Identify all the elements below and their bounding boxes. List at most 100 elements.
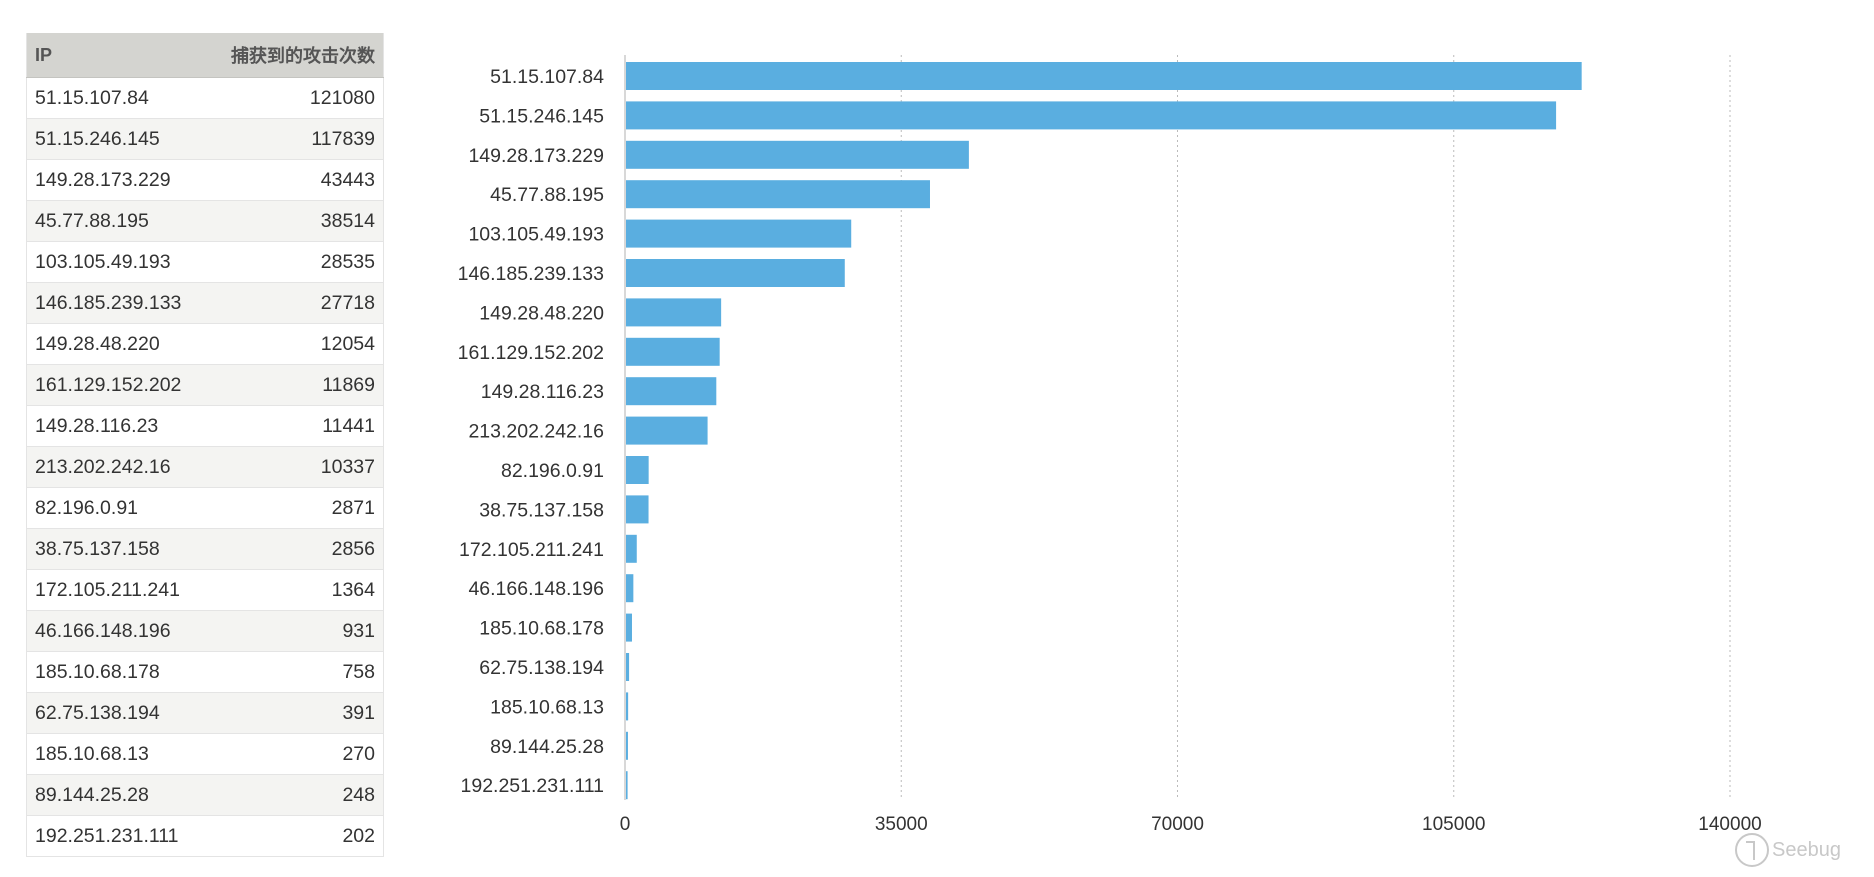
bar (626, 298, 722, 327)
cell-ip: 146.185.239.133 (26, 282, 205, 324)
table-row: 146.185.239.133 27718 (26, 282, 384, 324)
header-attack-count: 捕获到的攻击次数 (205, 33, 384, 78)
category-label: 51.15.246.145 (479, 105, 604, 127)
bar (626, 613, 632, 642)
category-label: 185.10.68.13 (490, 696, 604, 718)
table-row: 149.28.116.23 11441 (26, 405, 384, 447)
cell-ip: 38.75.137.158 (26, 528, 205, 570)
x-tick-label: 70000 (1151, 814, 1204, 835)
category-label: 82.196.0.91 (501, 460, 604, 482)
cell-attack-count: 758 (205, 651, 384, 693)
cell-ip: 51.15.107.84 (26, 77, 205, 119)
cell-ip: 46.166.148.196 (26, 610, 205, 652)
cell-attack-count: 11869 (205, 364, 384, 406)
category-label: 38.75.137.158 (479, 499, 604, 521)
seebug-logo-icon (1735, 833, 1769, 867)
category-label: 149.28.116.23 (481, 381, 604, 403)
bar (626, 416, 708, 445)
x-tick-label: 0 (620, 814, 631, 835)
table-row: 38.75.137.158 2856 (26, 528, 384, 570)
seebug-watermark: Seebug (1730, 828, 1862, 877)
bar (626, 140, 969, 169)
bar (626, 62, 1582, 90)
bar (626, 731, 628, 760)
table-row: 82.196.0.91 2871 (26, 487, 384, 529)
table-row: 51.15.107.84 121080 (26, 77, 384, 119)
cell-ip: 213.202.242.16 (26, 446, 205, 488)
bar (626, 653, 630, 681)
table-row: 46.166.148.196 931 (26, 610, 384, 652)
bar (626, 219, 852, 248)
table-row: 192.251.231.111 202 (26, 815, 384, 857)
cell-ip: 185.10.68.178 (26, 651, 205, 693)
cell-ip: 51.15.246.145 (26, 118, 205, 160)
bar (626, 495, 649, 524)
category-label: 149.28.173.229 (468, 145, 604, 167)
table-row: 149.28.48.220 12054 (26, 323, 384, 365)
cell-attack-count: 2856 (205, 528, 384, 570)
bar (626, 259, 845, 287)
cell-ip: 149.28.48.220 (26, 323, 205, 365)
x-tick-label: 35000 (875, 814, 928, 835)
cell-attack-count: 27718 (205, 282, 384, 324)
table-row: 161.129.152.202 11869 (26, 364, 384, 406)
table-row: 51.15.246.145 117839 (26, 118, 384, 160)
cell-attack-count: 10337 (205, 446, 384, 488)
cell-ip: 45.77.88.195 (26, 200, 205, 242)
cell-attack-count: 117839 (205, 118, 384, 160)
cell-ip: 89.144.25.28 (26, 774, 205, 816)
table-row: 45.77.88.195 38514 (26, 200, 384, 242)
table-row: 62.75.138.194 391 (26, 692, 384, 734)
watermark-text: Seebug (1772, 839, 1841, 861)
table-row: 185.10.68.178 758 (26, 651, 384, 693)
header-ip: IP (26, 33, 205, 78)
category-label: 161.129.152.202 (458, 342, 604, 364)
cell-attack-count: 2871 (205, 487, 384, 529)
cell-attack-count: 391 (205, 692, 384, 734)
cell-ip: 161.129.152.202 (26, 364, 205, 406)
bar (626, 771, 628, 800)
bar (626, 456, 649, 484)
cell-attack-count: 248 (205, 774, 384, 816)
cell-ip: 62.75.138.194 (26, 692, 205, 734)
category-label: 192.251.231.111 (461, 775, 605, 797)
category-label: 51.15.107.84 (490, 66, 604, 88)
cell-attack-count: 270 (205, 733, 384, 775)
cell-attack-count: 202 (205, 815, 384, 857)
category-label: 213.202.242.16 (468, 421, 604, 443)
bar (626, 337, 720, 366)
category-label: 89.144.25.28 (490, 736, 604, 758)
table-row: 89.144.25.28 248 (26, 774, 384, 816)
bar (626, 377, 717, 406)
category-label: 185.10.68.178 (479, 618, 604, 640)
table-row: 103.105.49.193 28535 (26, 241, 384, 283)
cell-attack-count: 28535 (205, 241, 384, 283)
category-label: 146.185.239.133 (458, 263, 604, 285)
cell-attack-count: 11441 (205, 405, 384, 447)
cell-ip: 172.105.211.241 (26, 569, 205, 611)
table-row: 185.10.68.13 270 (26, 733, 384, 775)
bar (626, 180, 930, 209)
cell-ip: 103.105.49.193 (26, 241, 205, 283)
cell-attack-count: 12054 (205, 323, 384, 365)
bar (626, 101, 1557, 130)
table-header-row: IP 捕获到的攻击次数 (26, 33, 384, 78)
cell-ip: 149.28.116.23 (26, 405, 205, 447)
category-label: 62.75.138.194 (479, 657, 604, 679)
cell-ip: 82.196.0.91 (26, 487, 205, 529)
cell-ip: 192.251.231.111 (26, 815, 205, 857)
category-label: 103.105.49.193 (468, 224, 604, 246)
bar (626, 574, 634, 603)
category-label: 172.105.211.241 (459, 539, 604, 561)
cell-attack-count: 43443 (205, 159, 384, 201)
table-row: 172.105.211.241 1364 (26, 569, 384, 611)
category-label: 46.166.148.196 (468, 578, 604, 600)
ip-attack-table: IP 捕获到的攻击次数 51.15.107.84 121080 51.15.246.… (26, 33, 384, 857)
cell-attack-count: 121080 (205, 77, 384, 119)
cell-attack-count: 1364 (205, 569, 384, 611)
category-label: 45.77.88.195 (490, 184, 604, 206)
table-row: 213.202.242.16 10337 (26, 446, 384, 488)
cell-ip: 185.10.68.13 (26, 733, 205, 775)
cell-attack-count: 38514 (205, 200, 384, 242)
